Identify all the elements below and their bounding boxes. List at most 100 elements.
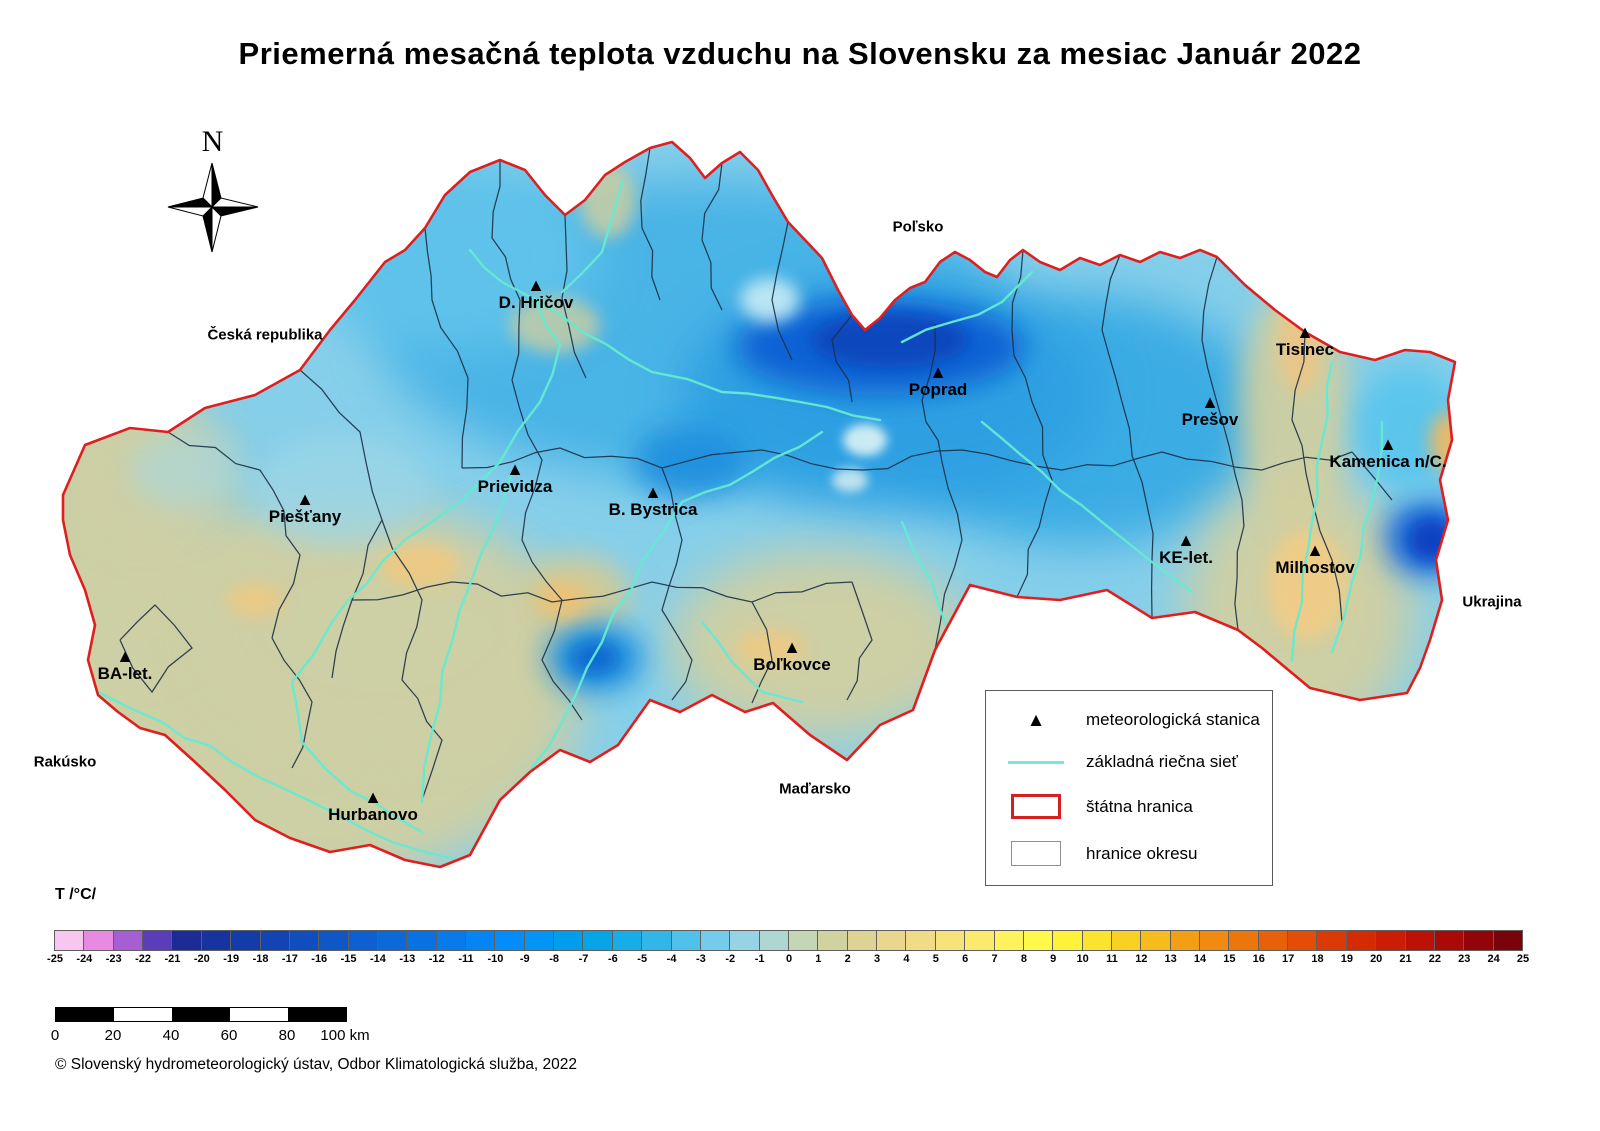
district-border-line (831, 314, 853, 403)
colorbar-cell (846, 930, 878, 951)
colorbar-tick: -20 (193, 953, 210, 965)
colorbar-cell (200, 930, 232, 951)
colorbar-cell (582, 930, 613, 951)
colorbar-tick: -7 (578, 953, 589, 965)
colorbar-cell (670, 930, 701, 951)
district-border-line (1351, 451, 1393, 501)
colorbar-tick: -9 (519, 953, 530, 965)
colorbar-tick: -13 (399, 953, 416, 965)
colorbar-tick: 24 (1487, 953, 1500, 965)
river-line (534, 298, 882, 422)
legend-label: základná riečna sieť (1086, 752, 1238, 771)
river-line (96, 690, 460, 862)
scale-bar-label: 20 (104, 1027, 122, 1044)
colorbar-tick: 9 (1050, 953, 1057, 965)
colorbar-tick: 21 (1399, 953, 1412, 965)
colorbar-tick: -22 (135, 953, 152, 965)
colorbar-cell (494, 930, 525, 951)
colorbar-tick: -25 (47, 953, 63, 965)
colorbar-cell (1257, 930, 1289, 951)
colorbar-tick: -5 (637, 953, 648, 965)
colorbar-tick: 3 (874, 953, 881, 965)
colorbar-tick: -15 (340, 953, 357, 965)
colorbar-cell (112, 930, 144, 951)
colorbar-cell (347, 930, 378, 951)
river-line (1330, 420, 1384, 654)
colorbar-tick: -18 (252, 953, 269, 965)
scale-bar: 0 20 40 60 80 100 km (51, 1007, 455, 1049)
scale-bar-label: 60 (220, 1027, 238, 1044)
district-border-line (934, 461, 963, 651)
colorbar-tick: 4 (903, 953, 910, 965)
colorbar-tick: -2 (725, 953, 736, 965)
legend-item-river: základná riečna sieť (986, 752, 1272, 772)
colorbar-tick: 2 (844, 953, 851, 965)
district-border-line (1121, 401, 1154, 619)
district-borders-layer (119, 147, 1393, 801)
colorbar-tick: 16 (1252, 953, 1265, 965)
state-border-outline (61, 140, 1457, 869)
river-line (900, 520, 954, 640)
colorbar-cell (142, 930, 173, 951)
district-border-line (1221, 419, 1245, 631)
colorbar-tick: -24 (76, 953, 93, 965)
colorbar-cell (523, 930, 555, 951)
district-border-line (1311, 499, 1343, 623)
colorbar-cell (729, 930, 760, 951)
district-border-line (1291, 331, 1313, 501)
legend-label: meteorologická stanica (1086, 710, 1260, 729)
colorbar-tick: -17 (281, 953, 298, 965)
district-border-line (1011, 249, 1033, 403)
colorbar-cell (1492, 930, 1523, 951)
colorbar-tick: 19 (1340, 953, 1353, 965)
district-border-line (511, 379, 583, 721)
colorbar-cell (1433, 930, 1465, 951)
district-border-line (461, 447, 1353, 471)
colorbar-tick: -14 (370, 953, 386, 965)
colorbar-tick: 20 (1370, 953, 1383, 965)
colorbar-tick: 11 (1106, 953, 1118, 965)
district-border-line (119, 604, 193, 694)
district-border-line (640, 147, 661, 301)
colorbar-cell (259, 930, 290, 951)
district-border-line (271, 637, 313, 769)
colorbar-cell (1287, 930, 1318, 951)
colorbar-tick: -8 (549, 953, 559, 965)
colorbar-cell (435, 930, 467, 951)
colorbar-tick: -23 (105, 953, 122, 965)
legend-item-state-border: štátna hranica (986, 794, 1272, 819)
colorbar-cell (817, 930, 848, 951)
colorbar-tick: -21 (164, 953, 181, 965)
district-border-line (561, 214, 587, 379)
river-line (980, 420, 1194, 594)
legend-item-station: ▲ meteorologická stanica (986, 710, 1272, 730)
district-border-line (1201, 256, 1223, 421)
colorbar-cell (758, 930, 789, 951)
scale-bar-label: 80 (278, 1027, 296, 1044)
district-border-line (167, 431, 301, 639)
scale-bar-segment (288, 1008, 346, 1021)
scale-bar-label: 0 (50, 1027, 60, 1044)
colorbar-title: T /°C/ (55, 886, 97, 903)
district-border-line (351, 581, 853, 603)
colorbar-ticks: -25 -24 -23 -22 -21 -20 -19 -18 -17 -16 -15 -14 -13-… (47, 953, 1529, 967)
colorbar-cell (1052, 930, 1083, 951)
river-line (290, 298, 562, 834)
district-border-line (1016, 401, 1053, 598)
copyright-note: © Slovenský hydrometeorologický ústav, O… (55, 1056, 578, 1073)
colorbar-tick: 0 (785, 953, 793, 965)
colorbar-cell (876, 930, 907, 951)
station-triangle-icon: ▲ (1026, 709, 1046, 731)
colorbar-cell (1228, 930, 1259, 951)
colorbar-tick: -12 (428, 953, 445, 965)
colorbar-cell (1404, 930, 1435, 951)
colorbar-cell (1110, 930, 1142, 951)
colorbar-tick: 14 (1193, 953, 1207, 965)
district-border-line (661, 467, 693, 701)
scale-bar-track (55, 1007, 347, 1022)
district-border-line (424, 227, 469, 469)
colorbar-cell (230, 930, 261, 951)
colorbar-cell (1199, 930, 1230, 951)
district-border-line (381, 519, 443, 801)
